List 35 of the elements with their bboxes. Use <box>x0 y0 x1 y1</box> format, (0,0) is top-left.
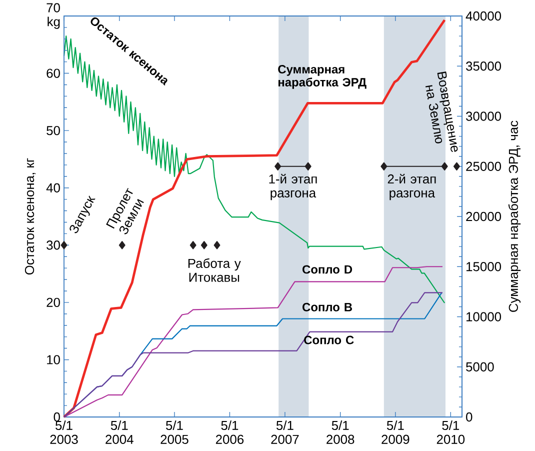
y2-tick-label: 5000 <box>466 362 494 372</box>
y-tick-label: 0 <box>54 412 60 422</box>
y-axis-title: Остаток ксенона, кг <box>24 158 36 275</box>
series-label: Суммарная наработка ЭРД <box>278 65 366 89</box>
annotation: Работа у Итокавы <box>188 258 241 282</box>
y2-tick-label: 0 <box>466 412 472 422</box>
y2-tick-label: 40000 <box>466 11 502 21</box>
y2-tick-label: 20000 <box>466 212 502 222</box>
series-label: Сопло B <box>302 302 352 312</box>
y2-axis-title: Суммарная наработка ЭРД, час <box>508 120 521 312</box>
x-tick-label: 5/1 2003 <box>50 420 78 444</box>
series-label: Сопло C <box>304 336 354 344</box>
x-tick-label: 5/1 2006 <box>216 420 244 444</box>
annotation: Возвращение на Землю <box>425 72 458 152</box>
x-tick-label: 5/1 2009 <box>382 420 410 444</box>
y2-tick-label: 30000 <box>466 112 502 121</box>
y-tick-label: 40 <box>46 183 60 192</box>
x-tick-label: 5/1 2005 <box>160 420 188 444</box>
y2-tick-label: 15000 <box>466 262 502 272</box>
x-tick-label: 5/1 2008 <box>326 420 354 444</box>
y-tick-label: 70 kg <box>46 3 60 29</box>
x-tick-label: 5/1 2004 <box>106 420 134 444</box>
y-tick-label: 50 <box>46 126 60 136</box>
y2-tick-label: 35000 <box>466 62 502 71</box>
y-tick-label: 60 <box>46 68 60 78</box>
x-tick-label: 5/1 2010 <box>436 420 465 444</box>
y2-tick-label: 10000 <box>466 312 502 322</box>
annotation: 1-й этап разгона <box>269 174 317 200</box>
y2-tick-label: 25000 <box>466 162 502 171</box>
annotation: 2-й этап разгона <box>388 174 436 200</box>
y-tick-label: 20 <box>46 298 60 308</box>
x-tick-label: 5/1 2007 <box>271 420 299 444</box>
y-tick-label: 30 <box>46 240 60 250</box>
y-tick-label: 10 <box>47 355 60 364</box>
series-label: Сопло D <box>302 265 352 274</box>
